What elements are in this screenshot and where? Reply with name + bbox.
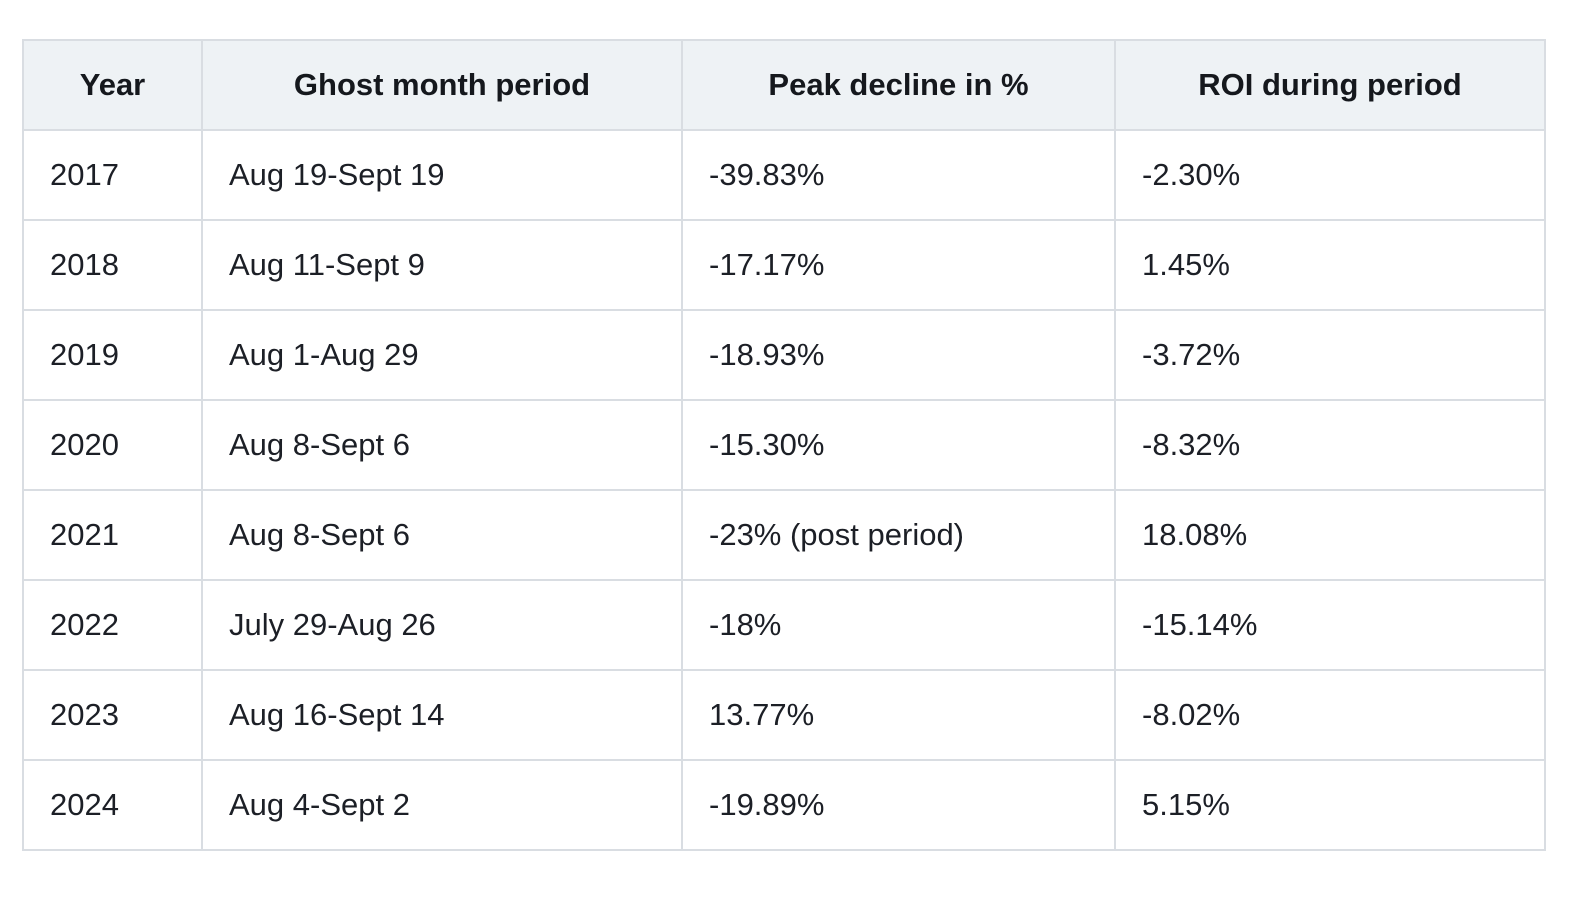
cell-year: 2018: [22, 219, 203, 311]
table-row: 2021 Aug 8-Sept 6 -23% (post period) 18.…: [22, 489, 1546, 581]
cell-peak-decline: -19.89%: [681, 759, 1116, 851]
header-roi-during-period: ROI during period: [1114, 39, 1546, 131]
cell-period: Aug 1-Aug 29: [201, 309, 683, 401]
table-row: 2024 Aug 4-Sept 2 -19.89% 5.15%: [22, 759, 1546, 851]
cell-peak-decline: 13.77%: [681, 669, 1116, 761]
table-row: 2022 July 29-Aug 26 -18% -15.14%: [22, 579, 1546, 671]
cell-peak-decline: -15.30%: [681, 399, 1116, 491]
cell-period: Aug 8-Sept 6: [201, 489, 683, 581]
table-row: 2020 Aug 8-Sept 6 -15.30% -8.32%: [22, 399, 1546, 491]
ghost-month-table: Year Ghost month period Peak decline in …: [22, 39, 1546, 851]
cell-peak-decline: -18%: [681, 579, 1116, 671]
cell-roi: -8.32%: [1114, 399, 1546, 491]
cell-period: Aug 11-Sept 9: [201, 219, 683, 311]
cell-year: 2017: [22, 129, 203, 221]
cell-year: 2023: [22, 669, 203, 761]
cell-peak-decline: -39.83%: [681, 129, 1116, 221]
cell-year: 2020: [22, 399, 203, 491]
cell-roi: 1.45%: [1114, 219, 1546, 311]
cell-year: 2021: [22, 489, 203, 581]
table-header: Year Ghost month period Peak decline in …: [22, 39, 1546, 131]
table-row: 2018 Aug 11-Sept 9 -17.17% 1.45%: [22, 219, 1546, 311]
cell-year: 2024: [22, 759, 203, 851]
table-row: 2019 Aug 1-Aug 29 -18.93% -3.72%: [22, 309, 1546, 401]
cell-roi: -2.30%: [1114, 129, 1546, 221]
cell-roi: -15.14%: [1114, 579, 1546, 671]
cell-period: Aug 16-Sept 14: [201, 669, 683, 761]
header-peak-decline: Peak decline in %: [681, 39, 1116, 131]
cell-year: 2019: [22, 309, 203, 401]
table-row: 2017 Aug 19-Sept 19 -39.83% -2.30%: [22, 129, 1546, 221]
table-row: 2023 Aug 16-Sept 14 13.77% -8.02%: [22, 669, 1546, 761]
cell-peak-decline: -17.17%: [681, 219, 1116, 311]
table-body: 2017 Aug 19-Sept 19 -39.83% -2.30% 2018 …: [22, 129, 1546, 851]
header-ghost-month-period: Ghost month period: [201, 39, 683, 131]
cell-roi: -8.02%: [1114, 669, 1546, 761]
cell-period: July 29-Aug 26: [201, 579, 683, 671]
cell-peak-decline: -18.93%: [681, 309, 1116, 401]
header-year: Year: [22, 39, 203, 131]
cell-peak-decline: -23% (post period): [681, 489, 1116, 581]
cell-roi: -3.72%: [1114, 309, 1546, 401]
cell-period: Aug 19-Sept 19: [201, 129, 683, 221]
cell-period: Aug 8-Sept 6: [201, 399, 683, 491]
cell-year: 2022: [22, 579, 203, 671]
header-row: Year Ghost month period Peak decline in …: [22, 39, 1546, 131]
cell-roi: 18.08%: [1114, 489, 1546, 581]
cell-period: Aug 4-Sept 2: [201, 759, 683, 851]
ghost-month-table-container: Year Ghost month period Peak decline in …: [22, 39, 1546, 851]
cell-roi: 5.15%: [1114, 759, 1546, 851]
